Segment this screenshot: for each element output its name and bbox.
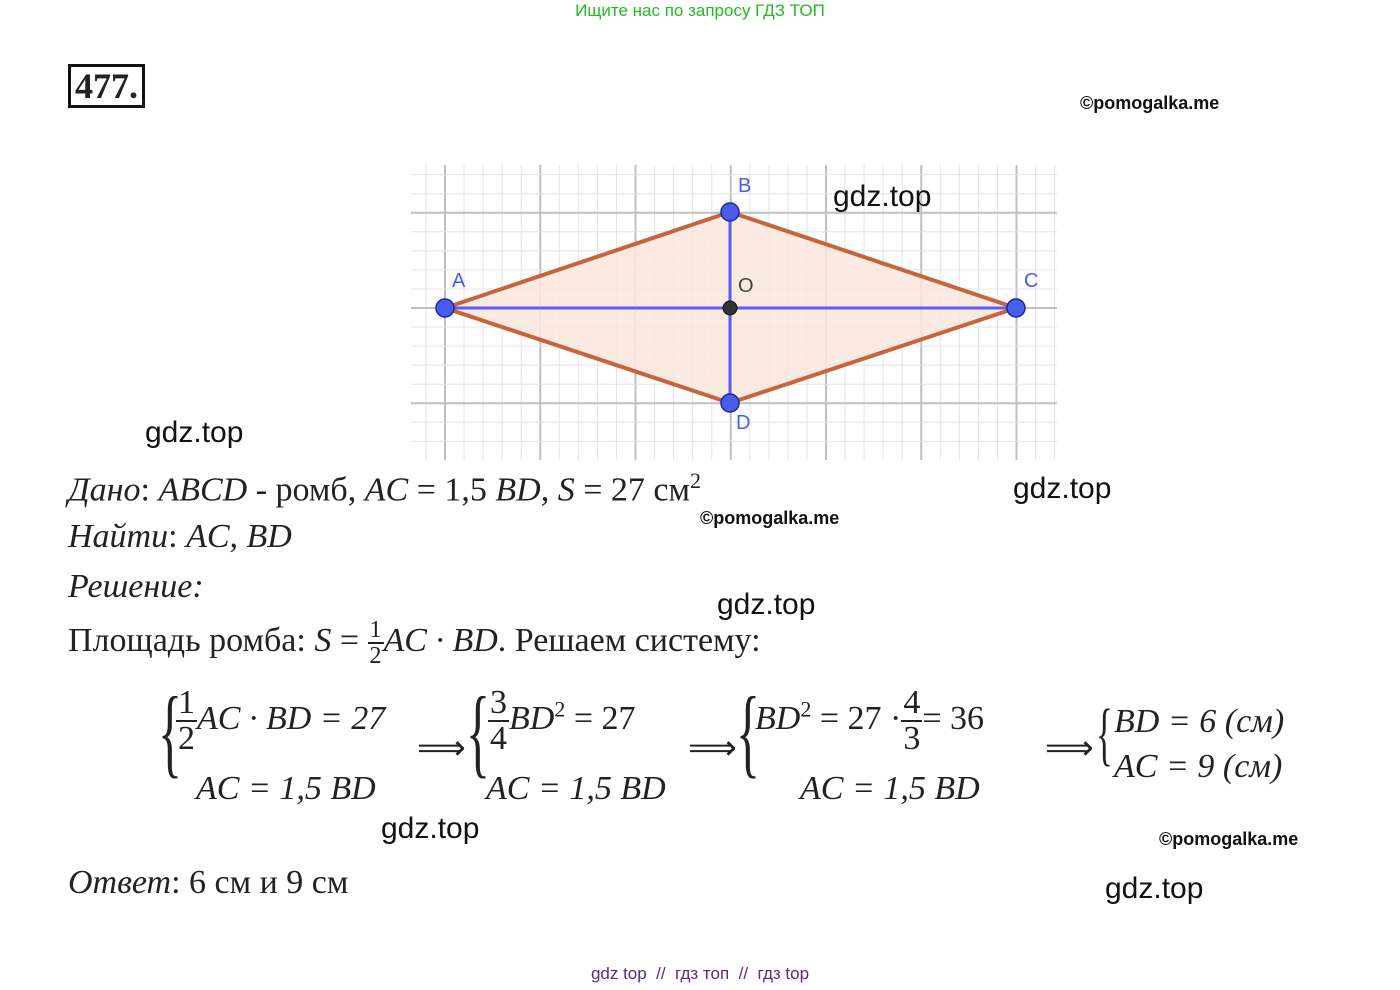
watermark-pomogalka: ©pomogalka.me	[700, 508, 840, 528]
promo-link[interactable]: Ищите нас по запросу ГДЗ ТОП	[575, 1, 825, 20]
answer-value: : 6 см и 9 см	[171, 864, 349, 901]
watermark-gdz: gdz.top	[1013, 472, 1112, 505]
numerator: 4	[901, 684, 923, 722]
brace: {	[736, 676, 760, 787]
given-line: Дано: ABCD - ромб, AC = 1,5 BD, S = 27 с…	[68, 468, 701, 509]
watermark-gdz: gdz.top	[145, 416, 244, 449]
given-label: Дано	[68, 471, 141, 509]
system3-row2: AC = 1,5 BD	[800, 770, 980, 807]
brace: {	[158, 676, 182, 787]
given-text: = 1,5	[408, 471, 496, 509]
given-text: S	[557, 471, 575, 509]
footer-links[interactable]: gdz top // гдз топ // гдз top	[590, 964, 810, 983]
watermark-pomogalka: ©pomogalka.me	[1159, 829, 1299, 849]
rhombus-diagram: A B C D O	[411, 165, 1057, 460]
solution-text: Решение	[68, 568, 193, 605]
equation: = 36	[922, 699, 985, 737]
system1-row2: AC = 1,5 BD	[196, 770, 376, 807]
numerator: 1	[367, 617, 384, 644]
denominator: 4	[490, 720, 507, 757]
solution-label: Решение:	[68, 568, 204, 605]
watermark-gdz: gdz.top	[1105, 872, 1204, 905]
brace: {	[1096, 696, 1113, 773]
implies-arrow: ⟹	[1045, 730, 1094, 767]
denominator: 2	[178, 720, 195, 757]
watermark-pomogalka: ©pomogalka.me	[1080, 93, 1220, 113]
label-b: B	[738, 175, 751, 197]
point-d	[720, 393, 740, 413]
find-label: Найти	[68, 518, 169, 555]
equation: = 27 ·	[811, 699, 902, 737]
watermark-gdz: gdz.top	[381, 812, 480, 845]
given-text: AC	[364, 471, 409, 509]
system1-row1: 1 2 AC · BD = 27	[176, 686, 385, 756]
equation: BD	[755, 699, 801, 737]
label-c: C	[1024, 270, 1038, 292]
implies-arrow: ⟹	[417, 730, 466, 767]
exponent: 2	[554, 696, 566, 722]
implies-arrow: ⟹	[688, 730, 737, 767]
answer-line: Ответ: 6 см и 9 см	[68, 864, 348, 902]
given-text: - ромб,	[247, 471, 365, 509]
point-c	[1006, 298, 1026, 318]
given-figure: ABCD	[158, 471, 248, 509]
denominator: 3	[903, 720, 921, 757]
system2-row2: AC = 1,5 BD	[486, 770, 666, 807]
system2-row1: 3 4 BD2 = 27	[488, 686, 636, 756]
given-text: = 27 см	[574, 471, 690, 509]
brace: {	[466, 676, 490, 787]
equation: = 27	[565, 699, 636, 737]
find-value: AC, BD	[186, 518, 292, 555]
given-text: BD	[495, 471, 541, 509]
numerator: 3	[488, 684, 509, 722]
given-text: ,	[540, 471, 558, 509]
area-prefix: Площадь ромба:	[68, 621, 315, 659]
point-o	[722, 300, 738, 316]
result-bd: BD = 6 (см)	[1114, 703, 1285, 740]
exponent: 2	[800, 696, 812, 722]
area-eq: =	[331, 621, 368, 659]
find-line: Найти: AC, BD	[68, 518, 292, 555]
area-suffix: . Решаем систему:	[497, 621, 761, 659]
point-a	[435, 298, 455, 318]
label-a: A	[452, 270, 466, 292]
denominator: 2	[369, 643, 382, 669]
answer-label: Ответ	[68, 864, 172, 901]
numerator: 1	[176, 684, 197, 722]
area-s: S	[314, 621, 332, 659]
point-b	[720, 202, 740, 222]
given-exponent: 2	[689, 468, 701, 493]
area-formula: Площадь ромба: S = 1 2 AC · BD. Решаем сис…	[68, 618, 761, 668]
result-ac: AC = 9 (см)	[1114, 748, 1283, 785]
label-d: D	[736, 412, 750, 434]
watermark-gdz: gdz.top	[833, 180, 932, 213]
problem-number: 477.	[68, 64, 145, 108]
system3-row1: BD2 = 27 · 4 3 = 36	[755, 686, 984, 756]
equation: AC · BD = 27	[197, 699, 386, 737]
watermark-gdz: gdz.top	[717, 588, 816, 621]
equation: BD	[509, 699, 555, 737]
area-expr: AC · BD	[383, 621, 498, 659]
label-o: O	[738, 275, 754, 297]
